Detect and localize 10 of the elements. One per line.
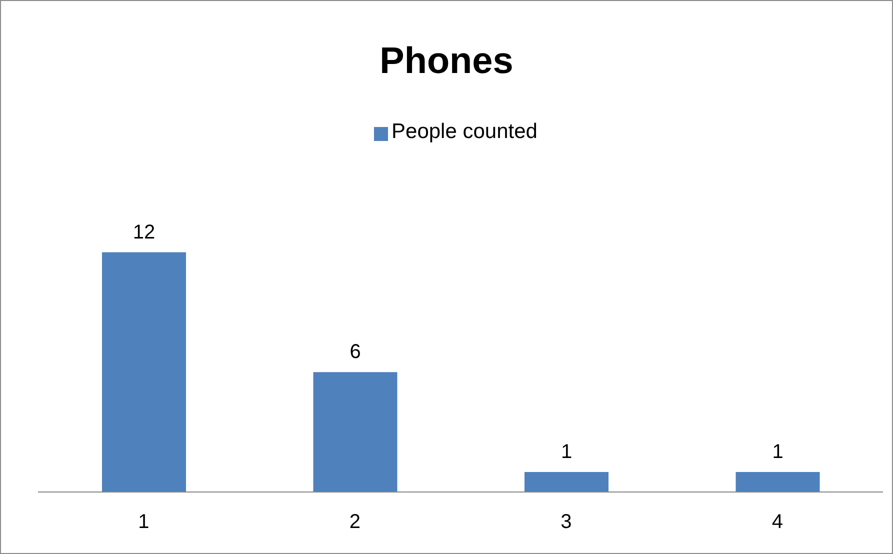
data-label: 12	[132, 221, 156, 244]
data-label: 6	[350, 341, 361, 364]
x-tick-label: 1	[138, 511, 150, 534]
legend-label: People counted	[392, 120, 538, 143]
x-tick-label: 3	[560, 511, 572, 534]
data-label: 1	[560, 441, 572, 464]
chart-title: Phones	[378, 40, 514, 82]
x-tick-label: 2	[349, 511, 360, 534]
data-label: 1	[772, 441, 784, 464]
x-tick-label: 4	[772, 511, 783, 534]
